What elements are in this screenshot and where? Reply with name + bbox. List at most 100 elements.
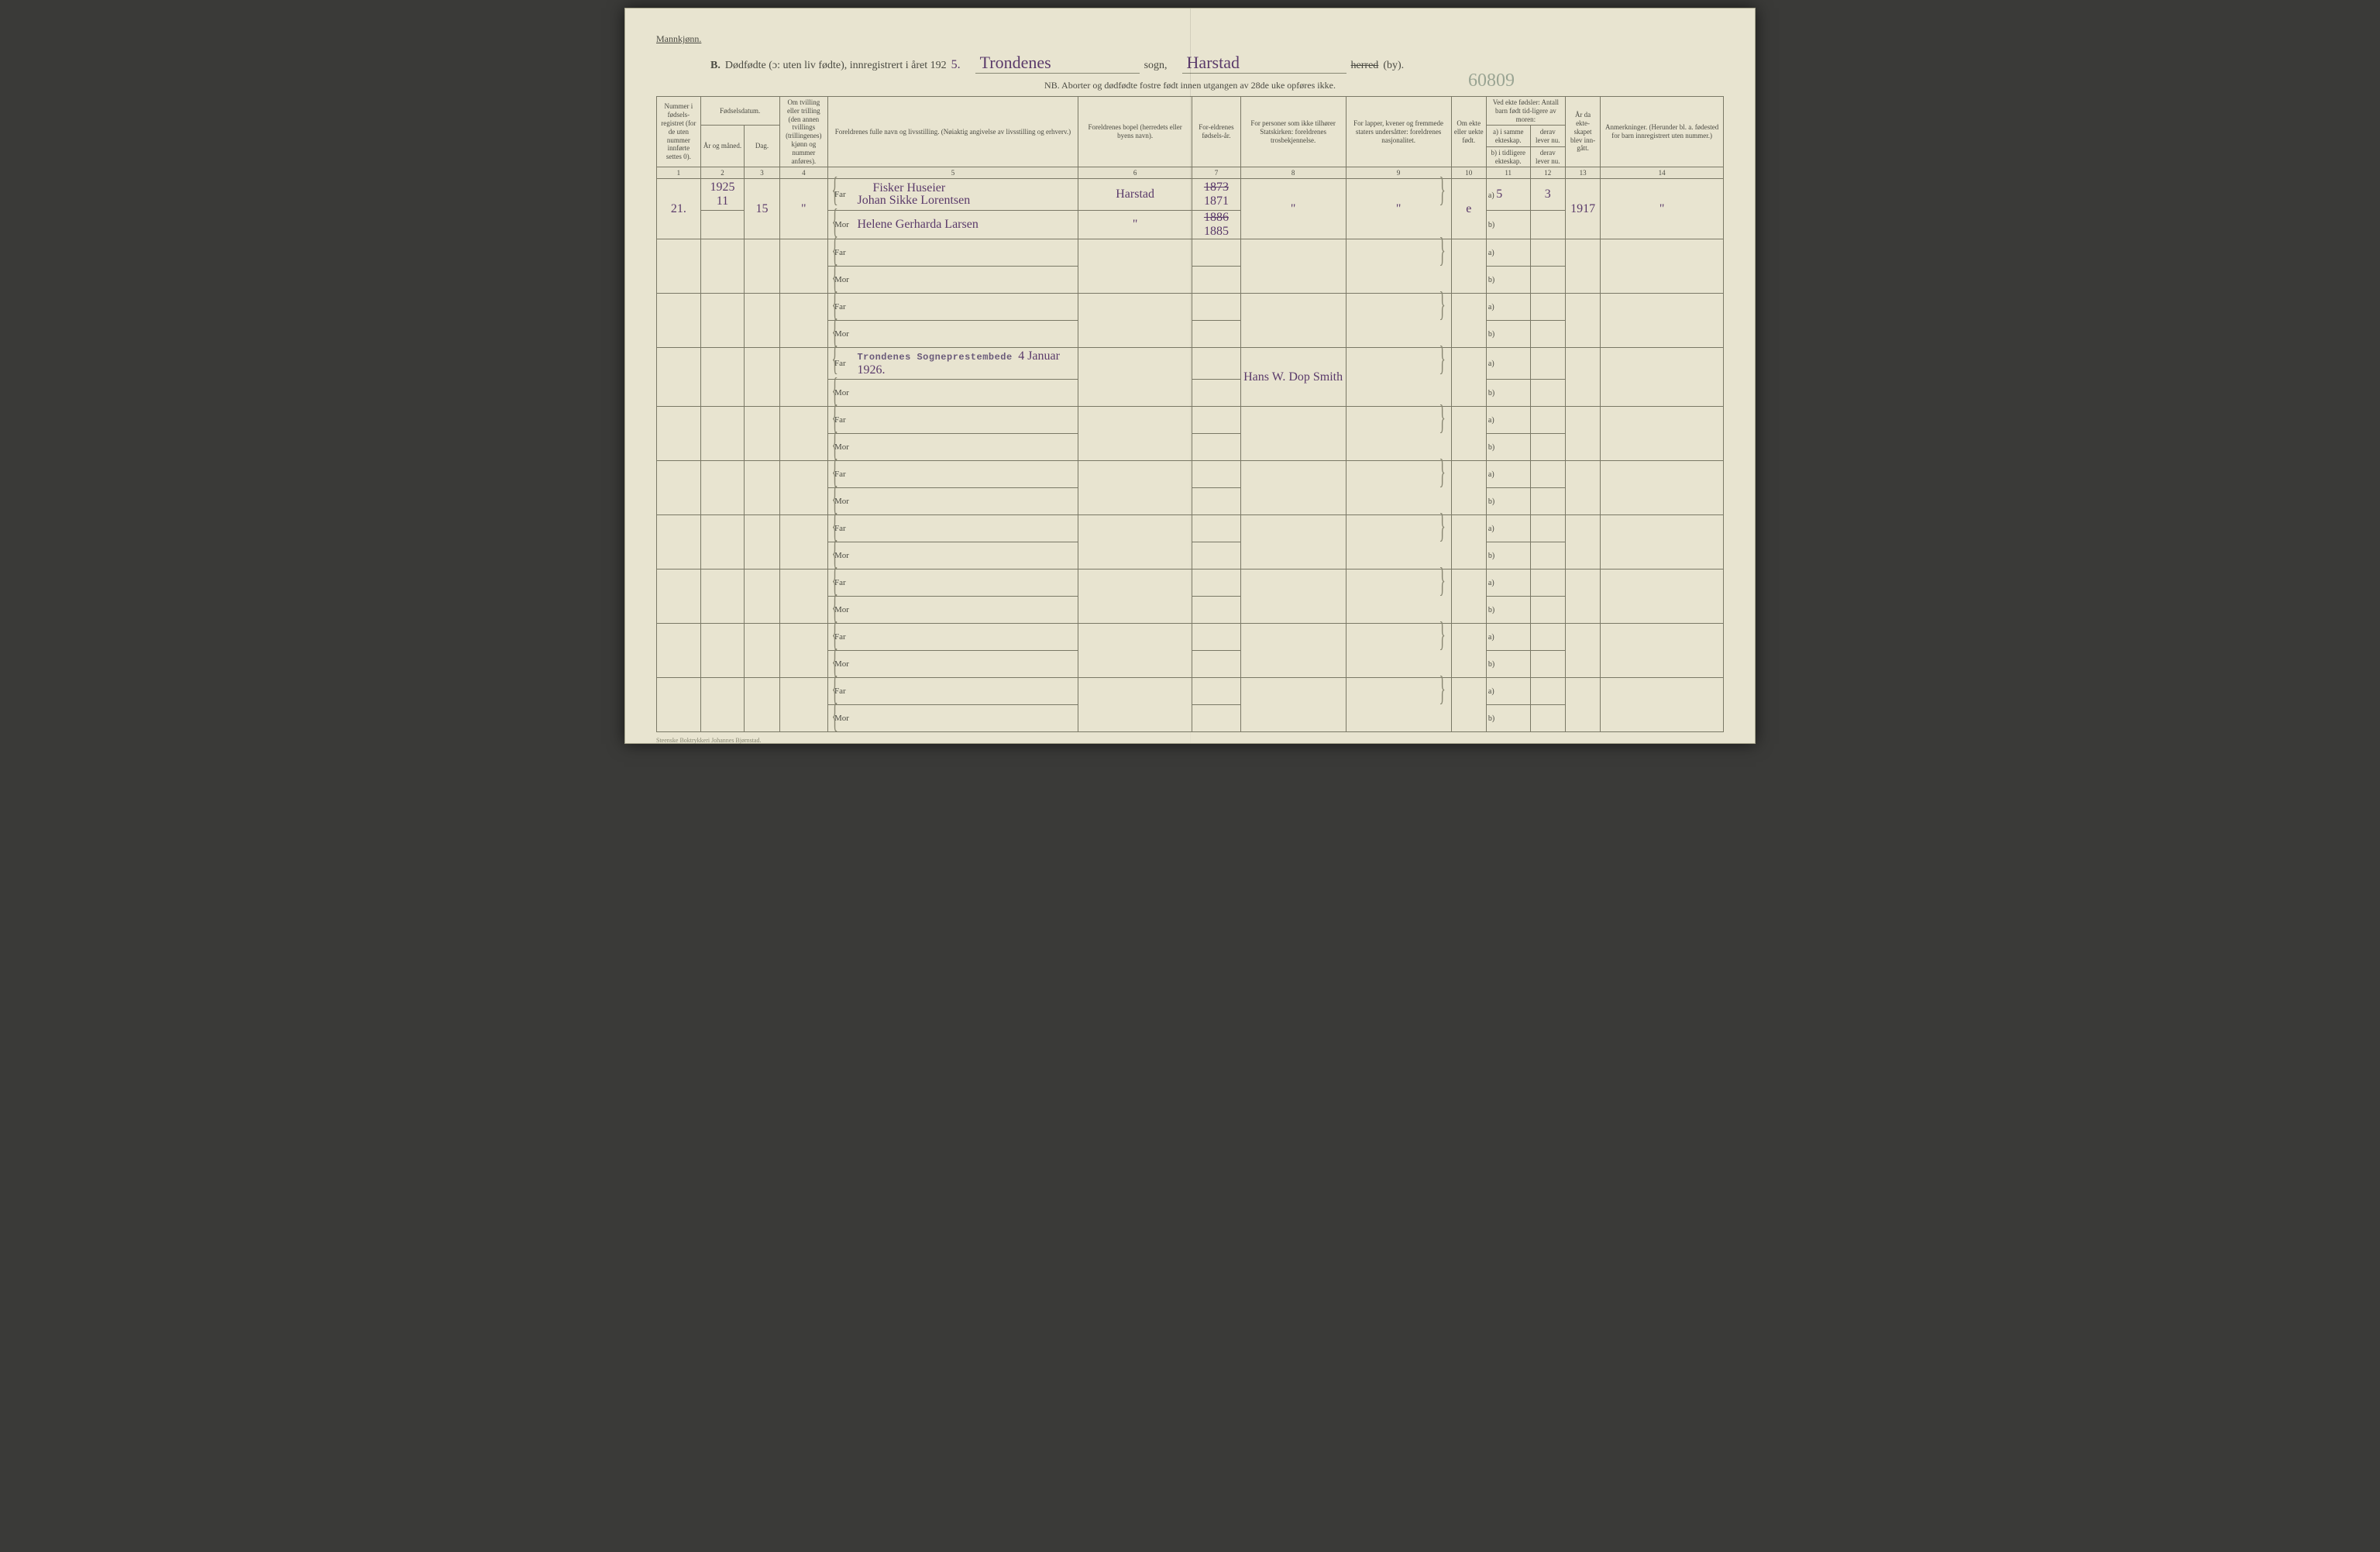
r2-tv <box>779 239 827 294</box>
entry-4-far: FarTrondenes Sogneprestembede 4 Januar 1… <box>657 348 1724 380</box>
h-antall: Ved ekte fødsler: Antall barn født tid-l… <box>1486 97 1565 126</box>
r10-tv <box>779 678 827 732</box>
r3-bopel <box>1078 294 1192 348</box>
r1-ekte: e <box>1451 179 1486 239</box>
r4-fy <box>1192 348 1240 380</box>
r9-ekte <box>1451 624 1486 678</box>
r6-tv <box>779 461 827 515</box>
archive-number: 60809 <box>1468 71 1515 91</box>
r7-anm <box>1601 515 1724 570</box>
r6-my <box>1192 488 1240 515</box>
r5-tv <box>779 407 827 461</box>
printer-footer: Steenske Boktrykkeri Johannes Bjørnstad. <box>656 737 1724 744</box>
r8-bopel <box>1078 570 1192 624</box>
r5-ekte <box>1451 407 1486 461</box>
r6-anm <box>1601 461 1724 515</box>
coln-9: 9 <box>1346 167 1451 179</box>
r1-a-derav: 3 <box>1530 179 1565 211</box>
h-foreldre-navn: Foreldrenes fulle navn og livsstilling. … <box>827 97 1078 167</box>
r8-ym <box>700 570 745 624</box>
r8-mor-name <box>854 597 1078 624</box>
r5-mar <box>1565 407 1600 461</box>
r9-my <box>1192 651 1240 678</box>
r9-mor-name <box>854 651 1078 678</box>
register-table: Nummer i fødsels-registret (for de uten … <box>656 96 1724 732</box>
r3-bd <box>1530 321 1565 348</box>
title-main: Dødfødte (ɔ: uten liv fødte), innregistr… <box>725 60 947 72</box>
r10-bd <box>1530 705 1565 732</box>
r9-nasj <box>1346 624 1451 678</box>
r6-far-name <box>854 461 1078 488</box>
table-body: 21. 192511 15 " Far Fisker Huseier Johan… <box>657 179 1724 732</box>
r1-b: b) <box>1486 211 1530 239</box>
r6-num <box>657 461 701 515</box>
r3-far-name <box>854 294 1078 321</box>
r9-a: a) <box>1486 624 1530 651</box>
r10-anm <box>1601 678 1724 732</box>
r3-fy <box>1192 294 1240 321</box>
coln-3: 3 <box>745 167 779 179</box>
r8-ekte <box>1451 570 1486 624</box>
r1-a: a) 5 <box>1486 179 1530 211</box>
r3-anm <box>1601 294 1724 348</box>
r9-tros <box>1240 624 1346 678</box>
r9-ym <box>700 624 745 678</box>
r5-bopel <box>1078 407 1192 461</box>
r1-b-derav <box>1530 211 1565 239</box>
r6-ekte <box>1451 461 1486 515</box>
r3-tv <box>779 294 827 348</box>
r2-day <box>745 239 779 294</box>
r3-ym <box>700 294 745 348</box>
h-ekteskapet: År da ekte-skapet blev inn-gått. <box>1565 97 1600 167</box>
r10-mor-lbl: Mor <box>827 705 854 732</box>
h-11d: derav lever nu. <box>1530 146 1565 167</box>
r9-ad <box>1530 624 1565 651</box>
r10-ekte <box>1451 678 1486 732</box>
r3-nasj <box>1346 294 1451 348</box>
r7-bopel <box>1078 515 1192 570</box>
r10-my <box>1192 705 1240 732</box>
coln-2: 2 <box>700 167 745 179</box>
r10-tros <box>1240 678 1346 732</box>
r3-num <box>657 294 701 348</box>
entry-10-far: Fara) <box>657 678 1724 705</box>
r6-a: a) <box>1486 461 1530 488</box>
herred-value: Harstad <box>1182 53 1346 74</box>
r1-far-name-text: Johan Sikke Lorentsen <box>857 194 970 207</box>
r8-anm <box>1601 570 1724 624</box>
r5-num <box>657 407 701 461</box>
r7-mar <box>1565 515 1600 570</box>
r10-bopel <box>1078 678 1192 732</box>
r4-my <box>1192 380 1240 407</box>
r6-b: b) <box>1486 488 1530 515</box>
r7-num <box>657 515 701 570</box>
r5-a: a) <box>1486 407 1530 434</box>
r7-far-name <box>854 515 1078 542</box>
r3-tros <box>1240 294 1346 348</box>
r1-tvilling: " <box>779 179 827 239</box>
r1-day: 15 <box>745 179 779 239</box>
entry-3-far: Fara) <box>657 294 1724 321</box>
r2-bopel <box>1078 239 1192 294</box>
r1-far-name: Fisker Huseier Johan Sikke Lorentsen <box>854 179 1078 211</box>
r6-mar <box>1565 461 1600 515</box>
r7-day <box>745 515 779 570</box>
r6-bopel <box>1078 461 1192 515</box>
r7-ekte <box>1451 515 1486 570</box>
entry-6-far: Fara) <box>657 461 1724 488</box>
r9-day <box>745 624 779 678</box>
r6-fy <box>1192 461 1240 488</box>
h-nummer: Nummer i fødsels-registret (for de uten … <box>657 97 701 167</box>
r4-far-name: Trondenes Sogneprestembede 4 Januar 1926… <box>854 348 1078 380</box>
r8-nasj <box>1346 570 1451 624</box>
r6-ym <box>700 461 745 515</box>
h-fodsel: Fødselsdatum. <box>700 97 779 126</box>
r5-far-name <box>854 407 1078 434</box>
register-page: Mannkjønn. B. Dødfødte (ɔ: uten liv født… <box>624 8 1756 744</box>
r10-nasj <box>1346 678 1451 732</box>
r7-a: a) <box>1486 515 1530 542</box>
r7-tros <box>1240 515 1346 570</box>
r1-anm: " <box>1601 179 1724 239</box>
r2-b: b) <box>1486 267 1530 294</box>
r2-mar <box>1565 239 1600 294</box>
